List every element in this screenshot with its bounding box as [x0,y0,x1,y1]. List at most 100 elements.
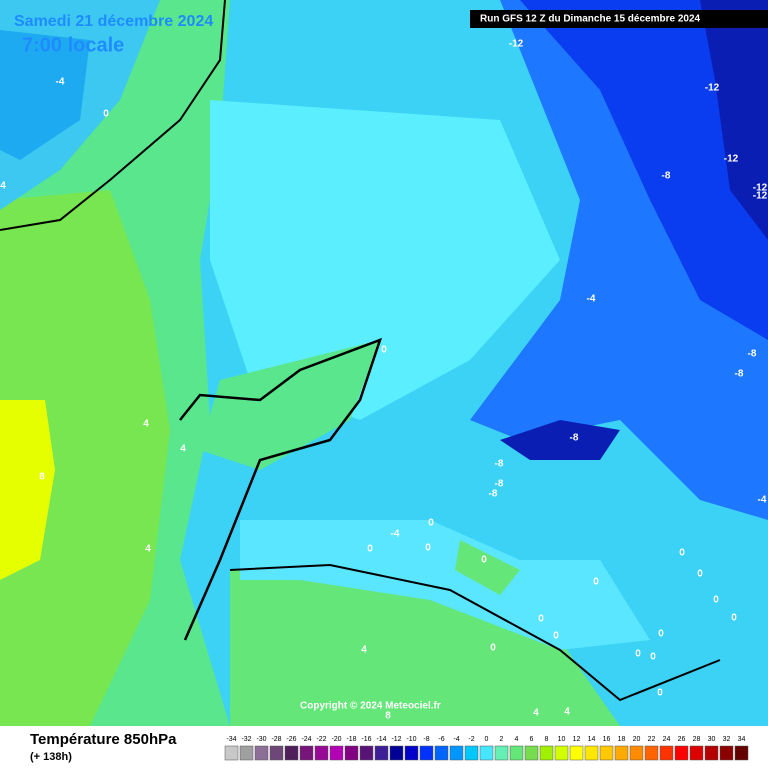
contour-label: 0 [635,649,641,660]
contour-labels: -404-12-12-12-8-12-12-40 -8-8448-8-8-8-8-… [0,39,767,722]
contour-label: 0 [367,544,373,555]
contour-label: 0 [103,109,109,120]
contour-label: -8 [495,459,504,470]
contour-label: -4 [758,495,767,506]
scale-label: -10 [406,736,416,743]
scale-label: 28 [693,736,701,743]
contour-label: 0 [679,548,685,559]
scale-swatch [539,745,554,761]
contour-label: -8 [495,479,504,490]
scale-label: 8 [545,736,549,743]
scale-label: -24 [301,736,311,743]
coastline [0,0,226,231]
contour-label: 0 [697,569,703,580]
map [0,0,768,726]
scale-label: 32 [723,736,731,743]
scale-label: -8 [423,736,429,743]
contour-label: -8 [489,489,498,500]
contour-label: -8 [662,171,671,182]
contour-label: 4 [143,419,149,430]
contour-label: 4 [564,707,570,718]
footer-title: Température 850hPa [30,731,177,748]
contour-label: 0 [428,518,434,529]
cold-core [700,0,768,240]
scale-label: -12 [391,736,401,743]
contour-label: -4 [587,294,596,305]
scale-swatch [479,745,494,761]
contour-label: 8 [39,472,45,483]
scale-label: -16 [361,736,371,743]
scale-swatch [329,745,344,761]
run-label: Run GFS 12 Z du Dimanche 15 décembre 202… [480,14,701,25]
scale-label: -32 [241,736,251,743]
scale-swatch [554,745,569,761]
scale-swatch [269,745,284,761]
africa-warm [230,560,620,726]
scale-swatch [524,745,539,761]
scale-label: 24 [663,736,671,743]
warm-core [0,400,55,580]
scale-label: -28 [271,736,281,743]
contour-label: -8 [735,369,744,380]
scale-label: 22 [648,736,656,743]
scale-swatch [434,745,449,761]
scale-swatch [719,745,734,761]
contour-label: 4 [533,708,539,719]
scale-swatch [494,745,509,761]
contour-label: -4 [391,529,400,540]
contour-label: -12 [753,191,768,202]
biscay-mild [200,340,380,470]
scale-label: -4 [453,736,459,743]
contour-label: 0 [593,577,599,588]
scale-swatch [734,745,749,761]
contour-label: 8 [385,711,391,722]
scale-swatch [599,745,614,761]
cool-zone [210,100,560,420]
contour-label: 0 [650,652,656,663]
contour-label: 0 [731,613,737,624]
ocean-warm [0,190,170,726]
med-cool [240,520,650,650]
scale-swatch [284,745,299,761]
scale-label: 20 [633,736,641,743]
scale-label: 34 [738,736,746,743]
contour-label: -4 [56,77,65,88]
scale-swatch [704,745,719,761]
scale-label: -2 [468,736,474,743]
scale-swatch [674,745,689,761]
contour-label: -12 [509,39,524,50]
scale-label: -6 [438,736,444,743]
run-banner-bg [470,10,768,28]
scale-swatch [644,745,659,761]
scale-swatch [659,745,674,761]
contour-label: -12 [753,183,768,194]
scale-label: 18 [618,736,626,743]
scale-label: -18 [346,736,356,743]
contour-label: 0 [381,345,387,356]
contour-label: 0 [713,595,719,606]
scale-swatch [569,745,584,761]
scale-label: -20 [331,736,341,743]
scale-swatch [359,745,374,761]
scale-label: -14 [376,736,386,743]
footer-subtitle: (+ 138h) [30,751,72,763]
copyright: Copyright © 2024 Meteociel.fr [300,701,441,712]
scale-label: 26 [678,736,686,743]
alps-cold [500,420,620,460]
scale-swatch [689,745,704,761]
contour-label: -8 [748,349,757,360]
date-label: Samedi 21 décembre 2024 [14,13,213,30]
scale-label: 4 [515,736,519,743]
scale-swatch [509,745,524,761]
contour-label: 4 [145,544,151,555]
contour-label: 0 [425,543,431,554]
contour-line [179,337,383,641]
cold-north [520,0,768,340]
scale-swatch [584,745,599,761]
contour-label: 0 [658,629,664,640]
scale-label: 12 [573,736,581,743]
scale-swatch [299,745,314,761]
scale-label: 30 [708,736,716,743]
contour-label: 0 [657,688,663,699]
